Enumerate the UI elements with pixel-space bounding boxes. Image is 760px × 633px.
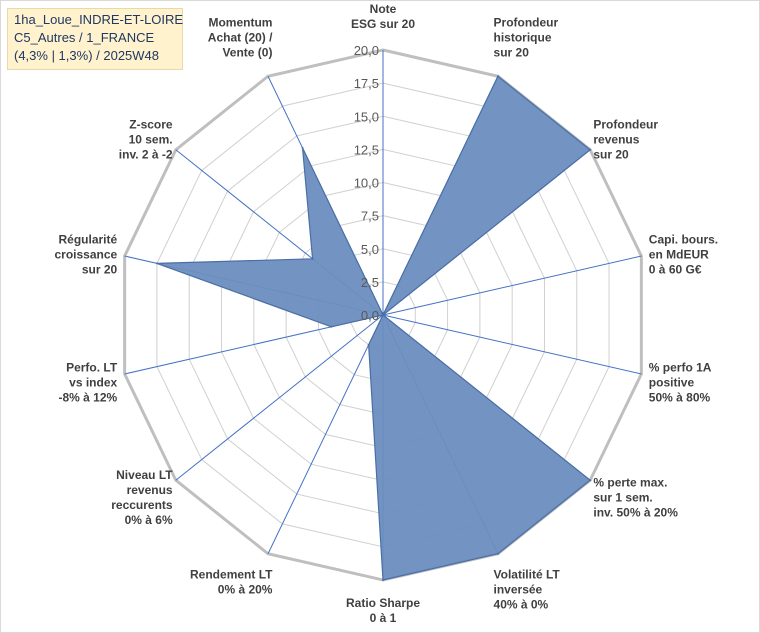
r-tick-label: 17,5	[354, 76, 379, 91]
r-tick-label: 2,5	[361, 275, 379, 290]
axis-label-line: 0 à 60 G€	[649, 263, 702, 277]
axis-label-line: 50% à 80%	[649, 390, 711, 404]
radial-tick-labels: 0,0 2,5 5,0 7,5 10,0 12,5 15,0 17,5 20,0	[354, 43, 379, 323]
axis-label-line: Régularité	[59, 233, 118, 247]
axis-label-line: Profondeur	[593, 118, 658, 132]
data-point	[330, 325, 333, 328]
axis-label-line: en MdEUR	[649, 248, 709, 262]
title-line-1: 1ha_Loue_INDRE-ET-LOIRE	[14, 12, 184, 27]
axis-label-line: Capi. bours.	[649, 233, 718, 247]
axis-label: Régularité croissance sur 20	[54, 233, 117, 277]
data-point	[382, 579, 384, 581]
axis-label-line: Rendement LT	[190, 568, 273, 582]
axis-label-line: -8% à 12%	[58, 390, 117, 404]
axis-label-line: reccurents	[111, 498, 173, 512]
axis-label-line: 0 à 1	[370, 611, 397, 625]
axis-label-line: 40% à 0%	[494, 598, 549, 612]
axis-labels: Note ESG sur 20 Profondeur historique sur 20…	[54, 2, 718, 625]
axis-label-line: historique	[494, 30, 552, 44]
axis-label: Perfo. LT vs index -8% à 12%	[58, 360, 117, 404]
r-tick-label: 12,5	[354, 142, 379, 157]
axis-spoke	[382, 255, 642, 316]
axis-label-line: sur 20	[494, 45, 530, 59]
axis-label-line: croissance	[54, 248, 117, 262]
axis-label-line: Perfo. LT	[66, 360, 118, 374]
axis-label: Profondeur revenus sur 20	[593, 118, 658, 162]
axis-label-line: Momentum	[208, 15, 272, 29]
axis-label: Note ESG sur 20	[351, 2, 415, 31]
axis-label: % perfo 1A positive 50% à 80%	[649, 360, 712, 404]
data-point	[496, 75, 499, 78]
axis-label: Profondeur historique sur 20	[494, 15, 559, 59]
r-tick-label: 7,5	[361, 209, 379, 224]
title-line-2: C5_Autres / 1_FRANCE	[14, 30, 155, 45]
axis-label: Capi. bours. en MdEUR 0 à 60 G€	[649, 233, 718, 277]
axis-label-line: Z-score	[129, 118, 173, 132]
data-point	[367, 343, 370, 346]
axis-label-line: inversée	[494, 583, 543, 597]
axis-label-line: 0% à 6%	[125, 513, 173, 527]
axis-label-line: Profondeur	[494, 15, 559, 29]
r-tick-label: 0,0	[361, 308, 379, 323]
axis-label-line: inv. 2 à -2	[119, 148, 173, 162]
axis-label-line: sur 20	[593, 148, 629, 162]
data-point	[155, 262, 158, 265]
data-point	[311, 257, 314, 260]
title-line-3: (4,3% | 1,3%) / 2025W48	[14, 48, 160, 63]
axis-label-line: 10 sem.	[129, 133, 173, 147]
data-point	[301, 146, 304, 149]
axis-label-line: Ratio Sharpe	[346, 596, 420, 610]
axis-label-line: % perte max.	[593, 475, 667, 489]
axis-label-line: inv. 50% à 20%	[593, 505, 678, 519]
r-tick-label: 15,0	[354, 109, 379, 124]
axis-label-line: Niveau LT	[116, 468, 173, 482]
axis-label-line: Volatilité LT	[494, 568, 561, 582]
axis-label: Rendement LT 0% à 20%	[190, 568, 273, 597]
axis-label-line: sur 1 sem.	[593, 490, 652, 504]
axis-label-line: Vente (0)	[222, 45, 272, 59]
axis-label: Niveau LT revenus reccurents 0% à 6%	[111, 468, 173, 527]
r-tick-label: 20,0	[354, 43, 379, 58]
data-point	[589, 148, 592, 151]
title-box: 1ha_Loue_INDRE-ET-LOIRE C5_Autres / 1_FR…	[7, 8, 183, 70]
data-point	[382, 314, 384, 316]
axis-label-line: Achat (20) /	[208, 30, 273, 44]
axis-label: Momentum Achat (20) / Vente (0)	[208, 15, 273, 59]
axis-label-line: % perfo 1A	[649, 360, 712, 374]
axis-spoke	[267, 314, 384, 554]
axis-label-line: Note	[370, 2, 397, 16]
axis-spoke	[175, 314, 384, 481]
axis-label-line: 0% à 20%	[218, 583, 273, 597]
axis-label: % perte max. sur 1 sem. inv. 50% à 20%	[593, 475, 678, 519]
data-point	[496, 552, 499, 555]
data-point	[589, 479, 592, 482]
r-tick-label: 10,0	[354, 176, 379, 191]
axis-spoke	[382, 314, 642, 375]
axis-label-line: ESG sur 20	[351, 17, 415, 31]
axis-label: Ratio Sharpe 0 à 1	[346, 596, 420, 625]
series-area	[156, 75, 592, 581]
axis-label: Z-score 10 sem. inv. 2 à -2	[119, 118, 173, 162]
axis-label-line: vs index	[69, 375, 117, 389]
axis-label: Volatilité LT inversée 40% à 0%	[494, 568, 561, 612]
data-area	[155, 75, 592, 581]
axis-label-line: sur 20	[82, 263, 118, 277]
axis-label-line: revenus	[127, 483, 173, 497]
axis-label-line: revenus	[593, 133, 639, 147]
axis-label-line: positive	[649, 375, 695, 389]
r-tick-label: 5,0	[361, 242, 379, 257]
